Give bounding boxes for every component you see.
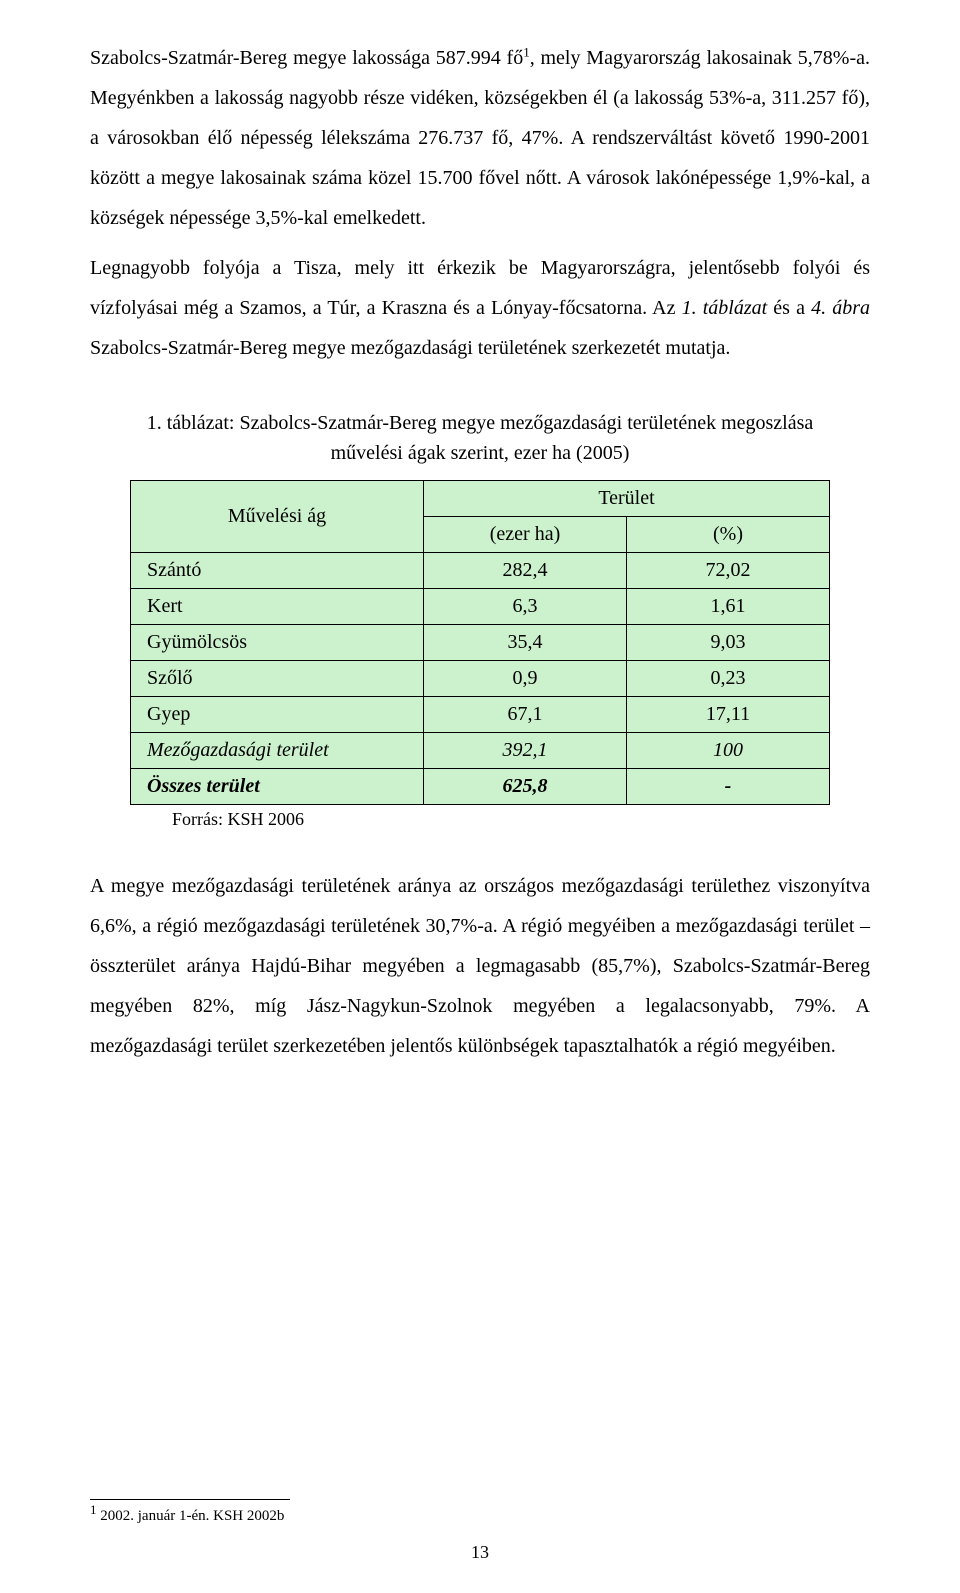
footnote-text: 2002. január 1-én. KSH 2002b	[97, 1508, 285, 1524]
cell-value-ha: 282,4	[424, 553, 627, 589]
cell-label: Mezőgazdasági terület	[131, 733, 424, 769]
cell-value-pct: 9,03	[627, 625, 830, 661]
cell-label: Összes terület	[131, 769, 424, 805]
paragraph-2: Legnagyobb folyója a Tisza, mely itt érk…	[90, 248, 870, 368]
paragraph-3: A megye mezőgazdasági területének aránya…	[90, 866, 870, 1066]
table-row: Mezőgazdasági terület392,1100	[131, 733, 830, 769]
table-row: Összes terület625,8-	[131, 769, 830, 805]
table-caption-line2: művelési ágak szerint, ezer ha (2005)	[331, 442, 630, 464]
p2-text-3: Szabolcs-Szatmár-Bereg megye mezőgazdasá…	[90, 337, 730, 359]
table-row: Szántó282,472,02	[131, 553, 830, 589]
footer-area: 1 2002. január 1-én. KSH 2002b	[90, 1499, 870, 1525]
header-sub1: (ezer ha)	[424, 517, 627, 553]
header-sub2: (%)	[627, 517, 830, 553]
table-row: Kert6,31,61	[131, 589, 830, 625]
p1-text-1: Szabolcs-Szatmár-Bereg megye lakossága 5…	[90, 47, 523, 69]
cell-label: Szőlő	[131, 661, 424, 697]
p2-italic-2: 4. ábra	[811, 297, 870, 319]
cell-label: Gyümölcsös	[131, 625, 424, 661]
cell-value-ha: 0,9	[424, 661, 627, 697]
cell-value-pct: -	[627, 769, 830, 805]
footnote-1: 1 2002. január 1-én. KSH 2002b	[90, 1502, 870, 1525]
table-row: Gyümölcsös35,49,03	[131, 625, 830, 661]
p2-italic-1: 1. táblázat	[682, 297, 768, 319]
p1-text-2: , mely Magyarország lakosainak 5,78%-a. …	[90, 47, 870, 229]
cell-value-pct: 100	[627, 733, 830, 769]
cell-value-pct: 72,02	[627, 553, 830, 589]
table-caption-line1: 1. táblázat: Szabolcs-Szatmár-Bereg megy…	[147, 412, 814, 434]
table-caption: 1. táblázat: Szabolcs-Szatmár-Bereg megy…	[90, 408, 870, 468]
page: Szabolcs-Szatmár-Bereg megye lakossága 5…	[0, 0, 960, 1593]
table-row: Gyep67,117,11	[131, 697, 830, 733]
cell-value-ha: 67,1	[424, 697, 627, 733]
cell-value-ha: 35,4	[424, 625, 627, 661]
footnote-separator	[90, 1499, 290, 1500]
table-body: Szántó282,472,02Kert6,31,61Gyümölcsös35,…	[131, 553, 830, 805]
land-use-table: Művelési ág Terület (ezer ha) (%) Szántó…	[130, 480, 830, 805]
header-col1: Művelési ág	[131, 481, 424, 553]
cell-value-pct: 17,11	[627, 697, 830, 733]
cell-value-ha: 625,8	[424, 769, 627, 805]
page-number: 13	[0, 1542, 960, 1563]
header-group: Terület	[424, 481, 830, 517]
table-header-row-1: Művelési ág Terület	[131, 481, 830, 517]
cell-label: Kert	[131, 589, 424, 625]
paragraph-1: Szabolcs-Szatmár-Bereg megye lakossága 5…	[90, 38, 870, 238]
cell-label: Gyep	[131, 697, 424, 733]
p2-text-2: és a	[767, 297, 811, 319]
table-source: Forrás: KSH 2006	[172, 809, 870, 830]
cell-value-ha: 392,1	[424, 733, 627, 769]
cell-value-pct: 0,23	[627, 661, 830, 697]
cell-label: Szántó	[131, 553, 424, 589]
cell-value-ha: 6,3	[424, 589, 627, 625]
table-row: Szőlő0,90,23	[131, 661, 830, 697]
cell-value-pct: 1,61	[627, 589, 830, 625]
